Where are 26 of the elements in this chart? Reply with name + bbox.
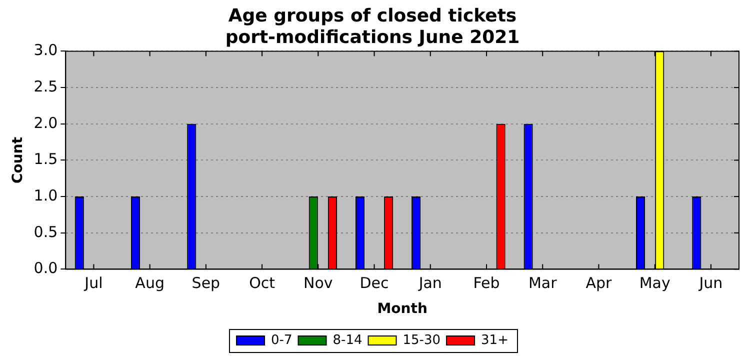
x-tick-label: Dec [360, 274, 389, 292]
x-tick-label: Jan [418, 274, 442, 292]
x-tick-label: May [639, 274, 670, 292]
x-tick-label: Mar [528, 274, 558, 292]
y-tick-label: 2.0 [34, 114, 58, 132]
x-tick-label: Jul [84, 274, 103, 292]
legend-label: 8-14 [332, 332, 362, 348]
y-tick-label: 3.0 [34, 41, 58, 60]
y-tick-label: 1.5 [34, 150, 58, 168]
y-axis-title: Count [10, 136, 26, 184]
legend-label: 15-30 [402, 332, 441, 348]
x-tick-label: Nov [304, 274, 333, 292]
x-tick-label: Feb [473, 274, 500, 292]
x-tick-label: Apr [586, 274, 613, 292]
legend-label: 31+ [481, 332, 508, 348]
x-tick-label: Aug [135, 274, 164, 292]
x-axis-title: Month [377, 301, 428, 318]
chart-title: Age groups of closed tickets port-modifications June 2021 [225, 5, 520, 48]
y-tick-label: 2.5 [34, 77, 58, 96]
y-tick-label: 0.5 [34, 222, 58, 241]
x-tick-label: Sep [192, 274, 220, 292]
y-tick-label: 0.0 [34, 259, 58, 278]
legend-label: 0-7 [271, 332, 292, 348]
x-tick-label: Oct [249, 274, 276, 292]
y-tick-label: 1.0 [34, 186, 58, 204]
x-tick-label: Jun [698, 274, 723, 292]
